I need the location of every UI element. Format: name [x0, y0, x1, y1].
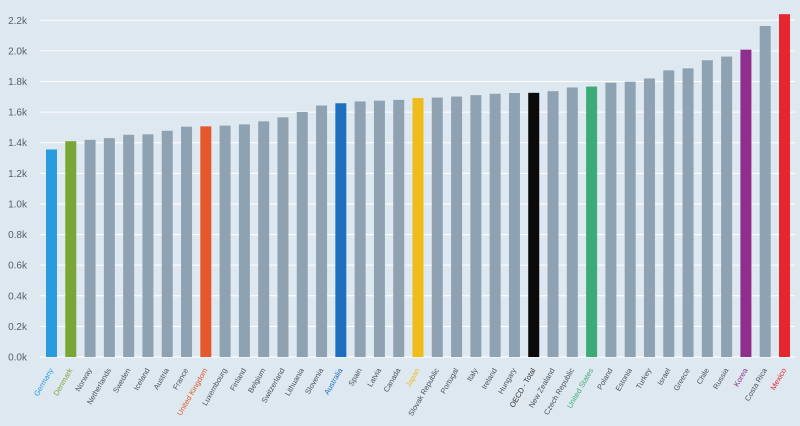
bar-portugal[interactable] [451, 96, 463, 358]
x-tick-label: Greece [672, 367, 692, 393]
bar-united-kingdom[interactable] [200, 126, 212, 357]
bars [46, 14, 790, 358]
y-tick-label: 1.4k [8, 138, 28, 149]
bar-czech-republic[interactable] [566, 87, 578, 358]
x-tick-label: Ireland [480, 367, 499, 391]
bar-israel[interactable] [663, 70, 675, 358]
y-tick-label: 0.0k [8, 353, 28, 364]
x-tick-label: Canada [382, 366, 403, 394]
bar-austria[interactable] [161, 130, 173, 357]
x-tick-label: Japan [404, 367, 422, 389]
bar-france[interactable] [181, 126, 193, 358]
bar-luxembourg[interactable] [219, 125, 231, 357]
x-tick-label: Lithuania [283, 366, 306, 398]
x-tick-label: Spain [346, 367, 363, 388]
bar-ireland[interactable] [489, 93, 501, 357]
bar-belgium[interactable] [258, 121, 270, 357]
x-tick-label: Korea [732, 366, 750, 389]
bar-finland[interactable] [238, 124, 250, 357]
bar-italy[interactable] [470, 95, 482, 357]
bar-hungary[interactable] [508, 93, 520, 357]
bar-russia[interactable] [721, 56, 733, 357]
bar-chile[interactable] [701, 60, 713, 358]
bar-lithuania[interactable] [296, 111, 308, 358]
y-tick-label: 1.2k [8, 169, 28, 180]
x-tick-label: Sweden [111, 367, 132, 395]
y-tick-label: 1.6k [8, 108, 28, 119]
x-tick-label: Iceland [132, 367, 152, 392]
bar-mexico[interactable] [779, 14, 790, 357]
x-tick-label: Austria [152, 366, 172, 391]
bar-korea[interactable] [740, 49, 752, 358]
x-tick-label: Turkey [634, 366, 653, 390]
bar-turkey[interactable] [643, 78, 655, 357]
y-tick-label: 0.8k [8, 230, 28, 241]
x-tick-label: Russia [711, 366, 731, 391]
x-tick-label: France [171, 367, 190, 392]
x-tick-label: Finland [228, 367, 248, 393]
bar-norway[interactable] [84, 139, 96, 357]
bar-costa-rica[interactable] [759, 25, 771, 358]
x-tick-label: Australia [322, 366, 345, 396]
bar-spain[interactable] [354, 101, 366, 357]
bar-poland[interactable] [605, 82, 617, 357]
bar-slovak-republic[interactable] [431, 97, 443, 357]
x-tick-label: Chile [695, 367, 711, 386]
bar-greece[interactable] [682, 68, 694, 358]
y-tick-label: 2.2k [8, 16, 28, 27]
bar-slovenia[interactable] [316, 105, 328, 358]
y-tick-label: 0.4k [8, 291, 28, 302]
bar-japan[interactable] [412, 98, 424, 357]
bar-australia[interactable] [335, 103, 347, 358]
bar-new-zealand[interactable] [547, 91, 559, 357]
bar-iceland[interactable] [142, 134, 154, 357]
y-tick-label: 2.0k [8, 46, 28, 57]
bar-united-states[interactable] [586, 86, 598, 357]
bar-denmark[interactable] [65, 141, 77, 357]
x-tick-label: Portugal [439, 366, 461, 395]
x-tick-label: Norway [73, 366, 94, 393]
y-tick-label: 0.2k [8, 322, 28, 333]
bar-oecd-total[interactable] [528, 92, 540, 357]
x-tick-label: Estonia [614, 366, 635, 393]
x-tick-label: Latvia [365, 366, 383, 389]
bar-netherlands[interactable] [103, 138, 115, 357]
y-tick-label: 1.8k [8, 77, 28, 88]
bar-germany[interactable] [46, 149, 57, 357]
y-axis-ticks: 0.0k 0.2k 0.4k 0.6k 0.8k 1.0k 1.2k 1.4k 1.6k 1.8k… [8, 16, 28, 364]
x-tick-label: Italy [465, 366, 480, 383]
bar-sweden[interactable] [123, 134, 135, 357]
y-tick-label: 0.6k [8, 261, 28, 272]
bar-latvia[interactable] [373, 100, 385, 358]
bar-estonia[interactable] [624, 81, 636, 358]
bar-canada[interactable] [393, 99, 405, 357]
x-tick-label: Poland [595, 367, 614, 392]
bar-switzerland[interactable] [277, 117, 289, 357]
x-tick-label: Mexico [769, 367, 789, 392]
x-tick-label: Israel [656, 366, 673, 387]
y-tick-label: 1.0k [8, 199, 28, 210]
